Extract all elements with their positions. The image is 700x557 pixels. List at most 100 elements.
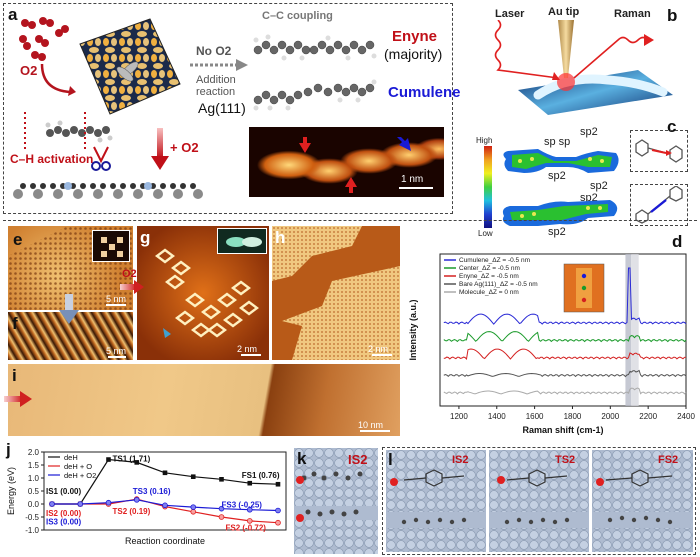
panel-e-scale-label: 5 nm: [106, 294, 127, 304]
energy-legend-label: deH: [64, 453, 78, 462]
panel-h-stm-image: h 2 nm: [272, 226, 400, 360]
panel-d-label: d: [672, 232, 683, 251]
substrate-label: Ag(111): [198, 100, 246, 116]
raman-legend-label: Enyne_ΔZ = -0.5 nm: [459, 273, 519, 280]
au-tip-label: Au tip: [548, 6, 580, 18]
energy-point: [162, 502, 168, 509]
energy-y-tick-label: -0.5: [25, 513, 39, 522]
energy-y-axis-label: Energy (eV): [6, 467, 16, 515]
panel-l-ts2-image: TS2: [489, 450, 589, 552]
energy-point: [246, 506, 253, 513]
panel-k-slab: [294, 448, 378, 554]
o2-label: O2: [20, 63, 38, 78]
panel-g-scale-bar: [241, 354, 261, 356]
panel-e-inset: [92, 230, 130, 262]
colorbar: [484, 146, 492, 228]
panel-h-label: h: [275, 228, 286, 247]
panel-i-scale-bar: [360, 430, 390, 432]
panel-a-label: a: [8, 5, 18, 24]
energy-point: [190, 474, 196, 479]
panel-h-scale-bar: [372, 354, 392, 356]
sp2-mid-label: sp2: [548, 170, 566, 182]
enyne-label: Enyne: [392, 28, 438, 45]
panel-l-fs2-slab: [592, 450, 693, 552]
sp2-top-label: sp2: [580, 126, 598, 138]
energy-annotation-fs3: FS3 (-0.25): [222, 501, 263, 510]
panel-i-scale-label: 10 nm: [358, 420, 384, 430]
energy-annotation-is3: IS3 (0.00): [46, 517, 81, 526]
energy-point: [49, 501, 55, 507]
raman-legend-label: Cumulene_ΔZ = -0.5 nm: [459, 257, 530, 264]
ch-activation-label: C–H activation: [10, 152, 94, 166]
panel-k-label: k: [297, 449, 307, 468]
panel-b-label: b: [667, 6, 678, 25]
panel-l-frame: [382, 447, 696, 555]
energy-y-tick-label: 1.5: [28, 461, 40, 470]
panel-f-scale-label: 5 nm: [106, 346, 127, 356]
surface-pattern-image: [79, 18, 181, 115]
colorbar-high-label: High: [476, 136, 493, 145]
panel-h-scale-label: 2 nm: [368, 344, 389, 354]
dotted-guide-lines: [24, 112, 86, 152]
colorbar-low-label: Low: [478, 229, 493, 238]
enyne-orbital-image: [503, 149, 619, 173]
energy-point: [77, 501, 84, 507]
raman-chart: 1200 1400 1600 1800 2000 2200 2400 Raman shift …: [408, 253, 695, 435]
scissors-icon: [91, 146, 111, 171]
energy-point: [190, 509, 197, 515]
panel-l-is2-image: l IS2: [386, 450, 486, 552]
panel-i-label: i: [12, 366, 17, 385]
energy-point: [218, 514, 225, 520]
sp2-b3-label: sp2: [548, 226, 566, 238]
cumulene-molecule-image: [253, 79, 377, 111]
raman-x-axis-label: Raman shift (cm-1): [522, 425, 603, 435]
energy-point: [106, 457, 111, 462]
panel-l-label: l: [388, 450, 393, 469]
raman-inset-green-dot: [581, 285, 587, 291]
panel-e-label: e: [13, 230, 23, 249]
energy-point: [134, 460, 140, 465]
raman-x-tick-label: 1200: [450, 412, 468, 421]
o2-molecules-icon: [19, 17, 69, 61]
raman-series-line: [443, 387, 687, 395]
panel-f-scale-bar: [108, 356, 126, 358]
energy-y-tick-label: -1.0: [25, 526, 39, 535]
energy-annotation-fs2: FS2 (-0.72): [226, 524, 267, 533]
energy-point: [162, 470, 168, 476]
enyne-model-icon: [635, 139, 683, 163]
cumulene-label: Cumulene: [388, 84, 461, 101]
energy-y-tick-label: 0.0: [28, 500, 40, 509]
energy-point: [219, 477, 224, 482]
cumulene-model-icon: [635, 186, 683, 224]
energy-annotation-ts3: TS3 (0.16): [133, 487, 171, 496]
energy-point: [190, 504, 197, 510]
energy-legend-label: deH + O: [64, 462, 92, 471]
panel-l-tag-fs2: FS2: [658, 454, 679, 466]
energy-point: [247, 480, 253, 486]
raman-plot-frame: [439, 253, 687, 407]
panel-g-label: g: [140, 228, 151, 247]
panel-l-tag-ts2: TS2: [555, 454, 576, 466]
raman-highlight-band: [631, 254, 639, 406]
panel-i-stm-image: i 10 nm: [8, 364, 400, 436]
addition-reaction-label-2: reaction: [196, 86, 236, 98]
panel-j-label: j: [6, 440, 11, 459]
energy-point: [218, 505, 225, 512]
raman-x-tick-label: 1400: [488, 412, 506, 421]
panel-a-frame: [3, 3, 453, 214]
energy-point: [246, 518, 253, 524]
energy-legend-label: deH + O2: [64, 471, 96, 480]
energy-y-tick-label: 2.0: [28, 448, 40, 457]
no-o2-label: No O2: [196, 44, 232, 58]
majority-label: (majority): [384, 46, 443, 62]
panel-a-scale-label: 1 nm: [401, 174, 424, 185]
raman-x-tick-label: 2000: [601, 412, 619, 421]
temperature-arrow-icon: [59, 294, 79, 324]
laser-label: Laser: [495, 8, 525, 20]
plus-o2-arrow-icon: [151, 128, 169, 170]
raman-series-line: [443, 348, 687, 361]
sp-top-label: sp sp: [544, 136, 571, 148]
energy-x-axis-label: Reaction coordinate: [125, 536, 205, 546]
raman-legend-label: Molecule_ΔZ = 0 nm: [459, 289, 519, 296]
panel-k-tag: IS2: [348, 452, 368, 467]
